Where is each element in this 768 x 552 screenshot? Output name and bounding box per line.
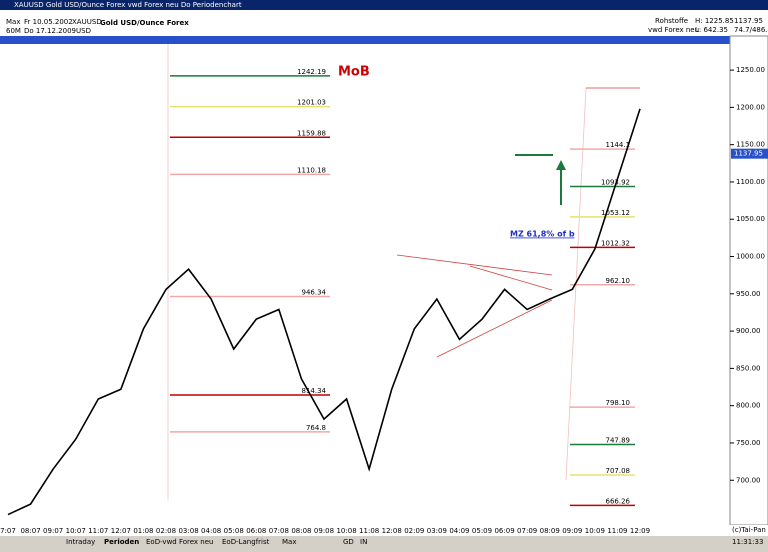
exchange: vwd Forex neu: [648, 26, 699, 34]
tab[interactable]: IN: [360, 538, 367, 546]
x-tick-label: 11:07: [88, 527, 108, 535]
y-tick-label: 950.00: [736, 290, 761, 298]
tab[interactable]: Max: [282, 538, 296, 546]
y-tick-label: 750.00: [736, 439, 761, 447]
ratio: 74.7/486.4: [734, 26, 768, 34]
instrument: Gold USD/Ounce Forex: [100, 19, 189, 27]
info: XAUUSD: [72, 18, 102, 26]
clock: 11:31:33: [732, 538, 763, 546]
low: L: 642.35: [695, 26, 728, 34]
level-label: 1201.03: [297, 99, 326, 107]
level-label: 666.26: [606, 497, 631, 505]
title-bar: [0, 0, 768, 10]
level-label: 814.34: [302, 387, 327, 395]
y-tick-label: 1100.00: [736, 178, 765, 186]
level-label: 1012.32: [601, 239, 630, 247]
x-tick-label: 02:09: [404, 527, 424, 535]
level-label: 1110.18: [297, 166, 326, 174]
info: USD: [76, 27, 91, 35]
level-label: 946.34: [302, 289, 327, 297]
tab[interactable]: Perioden: [104, 538, 139, 546]
info-bar: [0, 10, 768, 36]
x-tick-label: 07:09: [517, 527, 537, 535]
group: Rohstoffe: [655, 17, 688, 25]
y-tick-label: 1250.00: [736, 66, 765, 74]
x-tick-label: 02:08: [156, 527, 176, 535]
level-label: 1053.12: [601, 209, 630, 217]
info: Max: [6, 18, 20, 26]
x-tick-label: 12:07: [111, 527, 131, 535]
x-tick-label: 05:09: [472, 527, 492, 535]
price-line: [7, 108, 641, 516]
x-tick-label: 09:07: [43, 527, 63, 535]
level-label: 764.8: [306, 424, 326, 432]
x-tick-label: 09:08: [314, 527, 334, 535]
y-tick-label: 850.00: [736, 364, 761, 372]
y-tick-label: 900.00: [736, 327, 761, 335]
info: Fr 10.05.2002: [24, 18, 73, 26]
level-label: 707.08: [606, 467, 631, 475]
x-tick-label: 04:09: [449, 527, 469, 535]
x-tick-label: 10:08: [336, 527, 356, 535]
annotation: MoB: [338, 65, 370, 80]
y-tick-label: 1150.00: [736, 141, 765, 149]
level-label: 1242.19: [297, 68, 326, 76]
window-title: XAUUSD Gold USD/Ounce Forex vwd Forex ne…: [14, 1, 242, 9]
x-tick-label: 04:08: [201, 527, 221, 535]
x-tick-label: 03:08: [178, 527, 198, 535]
x-tick-label: 11:09: [607, 527, 627, 535]
x-tick-label: 03:09: [427, 527, 447, 535]
x-tick-label: 09:09: [562, 527, 582, 535]
x-tick-label: 06:09: [494, 527, 514, 535]
last-price-label: 1137.95: [734, 150, 763, 158]
x-tick-label: 08:08: [291, 527, 311, 535]
x-tick-label: 05:08: [224, 527, 244, 535]
level-label: 1144.1: [606, 141, 631, 149]
x-tick-label: 10:09: [585, 527, 605, 535]
date-strip: [0, 36, 730, 44]
tab[interactable]: Intraday: [66, 538, 95, 546]
info: Do 17.12.2009: [24, 27, 76, 35]
tab[interactable]: GD: [343, 538, 354, 546]
annotation: MZ 61,8% of b: [510, 230, 575, 239]
x-tick-label: 01:08: [133, 527, 153, 535]
x-axis: [0, 525, 768, 536]
arrow-head: [556, 160, 566, 170]
high: H: 1225.85: [695, 17, 734, 25]
x-tick-label: 12:09: [630, 527, 650, 535]
tab-bar: [0, 536, 768, 548]
x-tick-label: 08:09: [540, 527, 560, 535]
x-tick-label: 12:08: [382, 527, 402, 535]
level-label: 1159.88: [297, 129, 326, 137]
x-tick-label: 06:08: [246, 527, 266, 535]
tab[interactable]: EoD-vwd Forex neu: [146, 538, 213, 546]
level-label: 962.10: [606, 277, 631, 285]
x-tick-label: 07:08: [269, 527, 289, 535]
last-price-tag: [731, 148, 768, 159]
y-tick-label: 1050.00: [736, 215, 765, 223]
y-tick-label: 800.00: [736, 402, 761, 410]
x-tick-label: 10:07: [66, 527, 86, 535]
level-label: 798.10: [606, 399, 631, 407]
y-tick-label: 1000.00: [736, 253, 765, 261]
x-tick-label: 08:07: [20, 527, 40, 535]
y-tick-label: 1200.00: [736, 103, 765, 111]
y-tick-label: 700.00: [736, 476, 761, 484]
x-tick-label: 11:08: [359, 527, 379, 535]
x-tick-label: 7:07: [0, 527, 16, 535]
tab[interactable]: EoD-Langfrist: [222, 538, 270, 546]
last: 1137.95: [734, 17, 763, 25]
copyright: (c)Tai-Pan: [732, 526, 766, 534]
info: 60M: [6, 27, 21, 35]
level-label: 747.89: [606, 437, 631, 445]
